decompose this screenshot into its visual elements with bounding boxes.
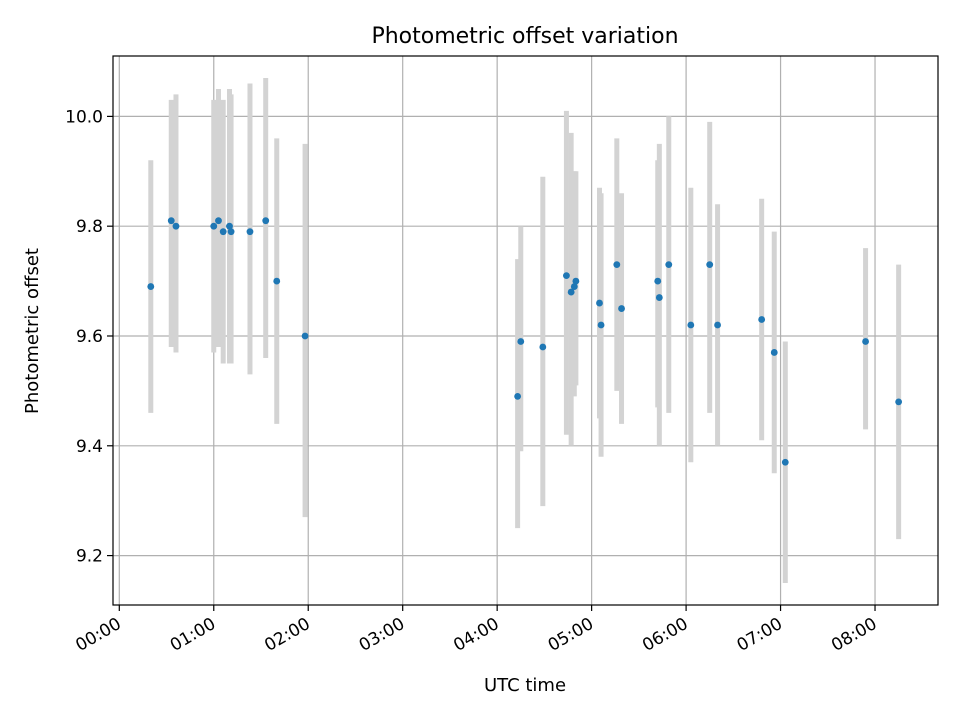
data-point	[172, 222, 180, 230]
data-points	[147, 217, 903, 466]
y-tick-label: 9.6	[76, 327, 103, 347]
data-point	[227, 228, 235, 236]
data-point	[781, 458, 789, 466]
data-point	[613, 261, 621, 269]
plot-frame	[112, 55, 939, 606]
data-point	[665, 261, 673, 269]
y-axis: 9.2 9.4 9.6 9.8 10.0	[65, 107, 113, 567]
data-point	[262, 217, 270, 225]
chart-title: Photometric offset variation	[371, 24, 678, 49]
plot-area	[113, 56, 938, 605]
data-point	[147, 283, 155, 290]
data-point	[714, 321, 721, 329]
data-point	[514, 392, 522, 400]
data-point	[563, 272, 570, 279]
data-point	[862, 338, 869, 345]
y-axis-label: Photometric offset	[22, 248, 43, 414]
data-point	[618, 305, 625, 312]
y-tick-label: 10.0	[65, 107, 103, 127]
data-point	[215, 217, 222, 225]
data-point	[770, 349, 778, 356]
data-point	[596, 299, 603, 307]
data-point	[654, 277, 662, 285]
data-point	[567, 288, 575, 296]
data-point	[597, 321, 605, 329]
x-axis-label: UTC time	[484, 675, 566, 696]
data-point	[706, 261, 714, 269]
data-point	[226, 222, 233, 230]
y-tick-label: 9.8	[76, 217, 103, 237]
data-point	[572, 277, 580, 285]
data-point	[655, 294, 663, 301]
data-point	[273, 277, 281, 285]
data-point	[210, 222, 218, 230]
data-point	[517, 338, 525, 345]
data-point	[167, 217, 175, 225]
data-point	[246, 228, 254, 236]
data-point	[570, 283, 578, 290]
data-point	[301, 332, 309, 340]
y-tick-label: 9.4	[76, 437, 103, 457]
data-point	[895, 398, 903, 406]
grid	[113, 56, 938, 605]
y-tick-label: 9.2	[76, 547, 103, 567]
data-point	[219, 228, 227, 236]
data-point	[758, 316, 766, 323]
data-point	[687, 321, 695, 329]
data-point	[539, 343, 547, 351]
